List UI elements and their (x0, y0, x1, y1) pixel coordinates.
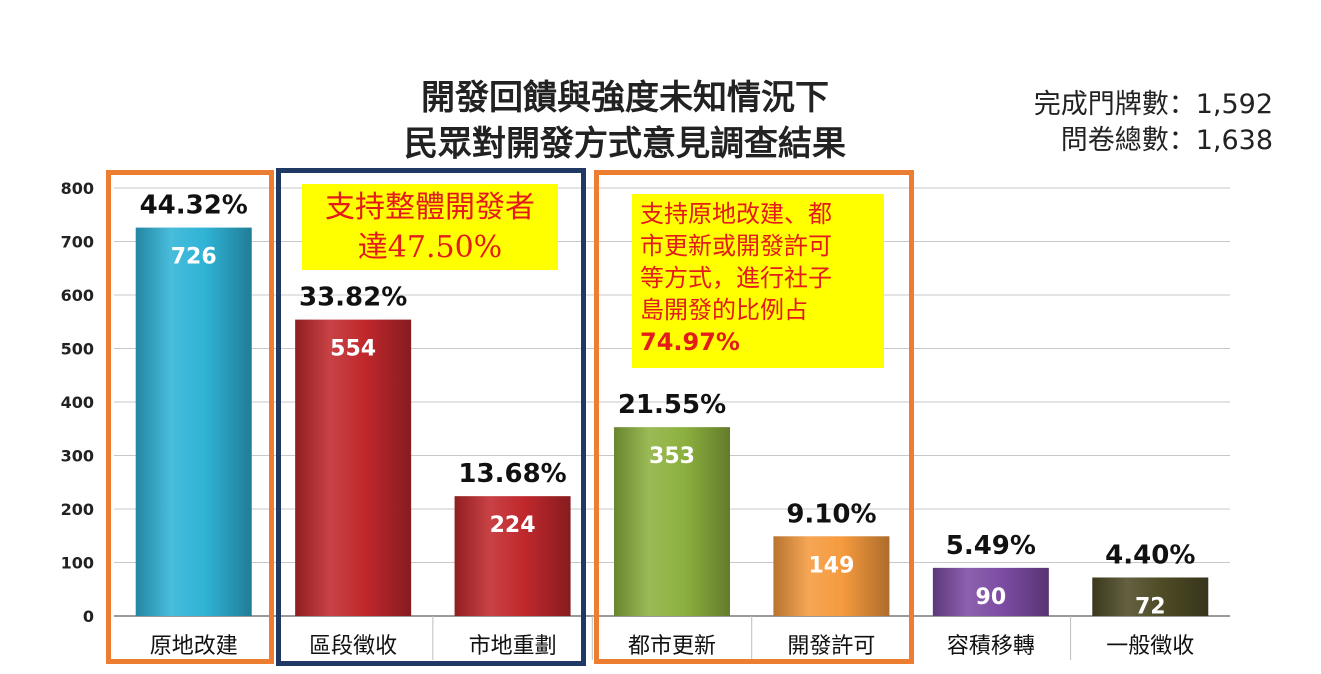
y-tick-label: 400 (61, 393, 94, 412)
bar (932, 567, 1049, 616)
bar (454, 496, 571, 616)
bar-percent-label: 13.68% (458, 459, 566, 489)
bars (135, 227, 1209, 616)
group-box-in-situ (106, 170, 274, 664)
stat-door-count: 完成門牌數：1,592 (1033, 89, 1273, 120)
callout-renewal-line3: 等方式，進行社子 (640, 264, 832, 292)
y-tick-label: 600 (61, 286, 94, 305)
y-tick-label: 0 (83, 607, 94, 626)
x-category-label: 開發許可 (787, 634, 875, 659)
bar (295, 319, 412, 616)
bar-value-label: 353 (649, 444, 695, 469)
bar-percent-label: 4.40% (1105, 540, 1195, 570)
bar-percent-label: 44.32% (140, 191, 248, 221)
x-category-label: 原地改建 (150, 634, 238, 659)
group-box-renewal-permit (594, 170, 914, 664)
x-category-label: 市地重劃 (469, 634, 557, 659)
callout-integrated-development: 支持整體開發者 達47.50% (302, 184, 558, 270)
bar (773, 536, 890, 616)
bar-value-label: 554 (330, 337, 376, 362)
bar-value-label: 90 (976, 585, 1007, 610)
bar-percent-label: 33.82% (299, 283, 407, 313)
x-category-label: 容積移轉 (947, 634, 1035, 659)
chart-title-line2: 民眾對開發方式意見調查結果 (404, 124, 846, 164)
y-tick-label: 100 (61, 554, 94, 573)
y-tick-label: 800 (61, 179, 94, 198)
y-axis-ticks: 0 100 200 300 400 500 600 700 800 (61, 179, 94, 626)
x-category-label: 都市更新 (628, 634, 716, 659)
bar-value-label: 149 (808, 553, 854, 578)
stat-questionnaire-count: 問卷總數：1,638 (1060, 125, 1273, 156)
x-category-label: 區段徵收 (309, 634, 397, 659)
y-tick-label: 200 (61, 500, 94, 519)
x-axis-categories: 原地改建 區段徵收 市地重劃 都市更新 開發許可 容積移轉 一般徵收 (150, 634, 1195, 659)
callout-renewal-permit: 支持原地改建、都 市更新或開發許可 等方式，進行社子 島開發的比例占 74.97… (632, 194, 884, 368)
chart-title-line1: 開發回饋與強度未知情況下 (421, 78, 829, 118)
bar (135, 227, 252, 616)
bar-labels: 726 44.32% 554 33.82% 224 13.68% 353 21.55% 149 9… (140, 191, 1196, 620)
y-tick-label: 500 (61, 340, 94, 359)
callout-renewal-line4: 島開發的比例占 (640, 296, 808, 324)
callout-renewal-line1: 支持原地改建、都 (640, 200, 832, 228)
bar (614, 427, 730, 616)
bar (1092, 577, 1209, 616)
y-tick-label: 300 (61, 447, 94, 466)
bar-value-label: 72 (1135, 594, 1166, 619)
bar-percent-label: 9.10% (786, 499, 876, 529)
group-box-integrated-development (276, 168, 586, 666)
bar-percent-label: 5.49% (946, 531, 1036, 561)
bar-value-label: 224 (490, 513, 536, 538)
callout-renewal-value: 74.97% (640, 328, 740, 356)
bar-value-label: 726 (171, 245, 217, 270)
callout-integrated-line2: 達47.50% (357, 230, 503, 265)
callout-renewal-line2: 市更新或開發許可 (640, 232, 832, 260)
x-category-label: 一般徵收 (1106, 634, 1194, 659)
callout-integrated-line1: 支持整體開發者 (325, 190, 535, 225)
bar-percent-label: 21.55% (618, 390, 726, 420)
y-tick-label: 700 (61, 233, 94, 252)
